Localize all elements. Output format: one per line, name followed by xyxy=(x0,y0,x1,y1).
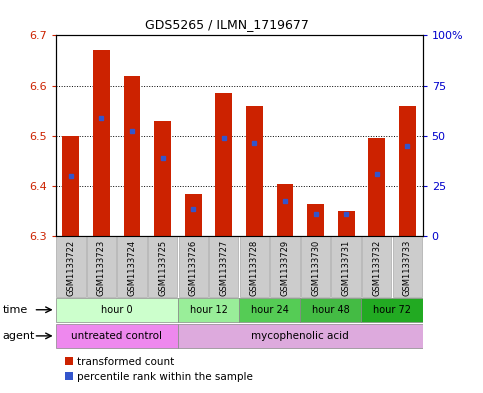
Text: GSM1133732: GSM1133732 xyxy=(372,239,381,296)
Bar xyxy=(148,236,177,297)
Bar xyxy=(154,121,171,236)
Bar xyxy=(331,236,361,297)
Legend: transformed count, percentile rank within the sample: transformed count, percentile rank withi… xyxy=(61,353,257,386)
Text: mycophenolic acid: mycophenolic acid xyxy=(251,331,349,341)
Bar xyxy=(87,236,116,297)
Text: hour 72: hour 72 xyxy=(373,305,411,315)
Bar xyxy=(185,194,201,236)
Bar xyxy=(246,106,263,236)
Text: GSM1133729: GSM1133729 xyxy=(281,239,289,296)
Text: GSM1133724: GSM1133724 xyxy=(128,239,137,296)
Bar xyxy=(361,298,423,321)
Bar xyxy=(62,136,79,236)
Bar xyxy=(56,298,178,321)
Bar xyxy=(270,236,299,297)
Text: GSM1133727: GSM1133727 xyxy=(219,239,228,296)
Bar xyxy=(178,324,423,348)
Text: GSM1133726: GSM1133726 xyxy=(189,239,198,296)
Text: GSM1133728: GSM1133728 xyxy=(250,239,259,296)
Bar xyxy=(307,204,324,236)
Bar xyxy=(338,211,355,236)
Bar xyxy=(56,236,85,297)
Bar xyxy=(239,298,300,321)
Bar xyxy=(240,236,269,297)
Text: agent: agent xyxy=(2,331,35,341)
Text: untreated control: untreated control xyxy=(71,331,162,341)
Text: GSM1133722: GSM1133722 xyxy=(66,239,75,296)
Bar xyxy=(300,298,361,321)
Bar xyxy=(215,93,232,236)
Text: GSM1133731: GSM1133731 xyxy=(341,239,351,296)
Bar xyxy=(301,236,330,297)
Text: GSM1133723: GSM1133723 xyxy=(97,239,106,296)
Text: hour 12: hour 12 xyxy=(189,305,227,315)
Text: GSM1133725: GSM1133725 xyxy=(158,239,167,296)
Text: time: time xyxy=(2,305,28,315)
Bar xyxy=(369,138,385,236)
Bar xyxy=(117,236,147,297)
Bar xyxy=(277,184,293,236)
Text: hour 0: hour 0 xyxy=(101,305,132,315)
Bar xyxy=(393,236,422,297)
Bar xyxy=(178,298,239,321)
Bar xyxy=(93,50,110,236)
Text: GSM1133733: GSM1133733 xyxy=(403,239,412,296)
Bar xyxy=(124,75,141,236)
Text: GSM1133730: GSM1133730 xyxy=(311,239,320,296)
Bar xyxy=(209,236,239,297)
Text: hour 48: hour 48 xyxy=(312,305,350,315)
Bar xyxy=(179,236,208,297)
Text: GDS5265 / ILMN_1719677: GDS5265 / ILMN_1719677 xyxy=(145,18,309,31)
Bar xyxy=(399,106,416,236)
Text: hour 24: hour 24 xyxy=(251,305,289,315)
Bar xyxy=(362,236,391,297)
Bar xyxy=(56,324,178,348)
